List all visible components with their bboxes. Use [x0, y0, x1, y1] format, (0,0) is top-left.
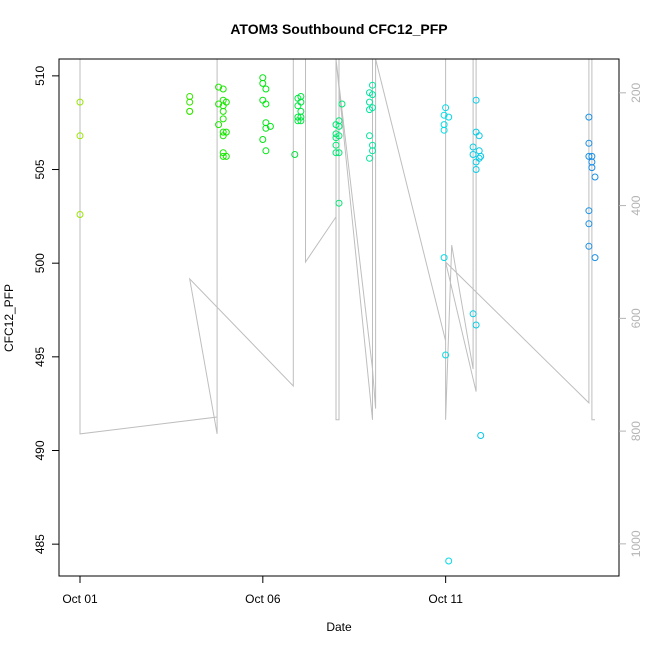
- data-point: [369, 81, 376, 89]
- data-point: [591, 173, 599, 181]
- data-point: [335, 132, 343, 140]
- data-point: [259, 79, 267, 87]
- data-point: [472, 321, 480, 329]
- data-point: [440, 111, 448, 119]
- data-point: [477, 432, 485, 439]
- data-point: [219, 107, 227, 115]
- data-point: [76, 211, 84, 218]
- data-point: [366, 98, 373, 106]
- data-point: [585, 152, 593, 160]
- right-tick-label: 200: [629, 82, 643, 102]
- data-point: [585, 113, 593, 121]
- x-axis: Oct 01 Oct 06 Oct 11: [62, 576, 463, 606]
- data-point: [76, 98, 84, 106]
- data-point: [76, 132, 84, 140]
- data-point: [585, 139, 593, 147]
- x-tick-label: Oct 06: [245, 592, 281, 606]
- data-point: [335, 199, 343, 207]
- data-points-layer: [76, 74, 599, 565]
- chart-title: ATOM3 Southbound CFC12_PFP: [230, 21, 447, 37]
- x-axis-label: Date: [326, 620, 352, 634]
- y-tick-label: 490: [33, 440, 47, 460]
- y-tick-label: 485: [33, 534, 47, 554]
- altitude-trace-line: [79, 58, 595, 435]
- x-tick-label: Oct 01: [62, 592, 98, 606]
- data-point: [219, 85, 227, 93]
- data-point: [475, 154, 483, 162]
- right-tick-label: 800: [629, 421, 643, 441]
- data-point: [335, 122, 343, 130]
- data-point: [297, 98, 305, 106]
- altitude-trace-layer: [79, 58, 595, 435]
- data-point: [442, 104, 450, 112]
- y-axis-label: CFC12_PFP: [2, 284, 16, 352]
- data-point: [585, 220, 593, 228]
- data-point: [186, 98, 194, 106]
- data-point: [369, 91, 376, 99]
- data-point: [219, 152, 227, 160]
- right-tick-label: 600: [629, 308, 643, 328]
- data-point: [222, 128, 230, 136]
- right-axis: 200 400 600 800 1000: [619, 82, 643, 557]
- data-point: [338, 100, 346, 108]
- data-point: [475, 132, 483, 140]
- x-tick-label: Oct 11: [428, 592, 463, 606]
- data-point: [585, 242, 593, 250]
- data-point: [469, 310, 477, 318]
- data-point: [445, 113, 453, 121]
- data-point: [219, 128, 227, 136]
- right-tick-label: 1000: [629, 530, 643, 557]
- data-point: [215, 83, 223, 91]
- data-point: [259, 136, 267, 143]
- data-point: [262, 147, 270, 155]
- data-point: [222, 152, 230, 160]
- data-point: [215, 100, 223, 108]
- data-point: [445, 557, 453, 565]
- data-point: [469, 151, 477, 158]
- data-point: [262, 85, 270, 93]
- data-point: [219, 115, 227, 123]
- data-point: [262, 100, 270, 108]
- data-point: [477, 152, 485, 160]
- data-point: [222, 98, 230, 106]
- data-point: [369, 104, 376, 112]
- data-point: [186, 107, 194, 115]
- data-point: [440, 254, 448, 262]
- data-point: [291, 151, 299, 158]
- data-point: [335, 149, 343, 157]
- y-tick-label: 510: [33, 66, 47, 86]
- data-point: [332, 149, 340, 157]
- data-point: [469, 143, 477, 151]
- right-tick-label: 400: [629, 195, 643, 215]
- data-point: [472, 96, 480, 104]
- y-axis: 485 490 495 500 505 510: [33, 66, 59, 554]
- data-point: [297, 113, 305, 121]
- data-point: [297, 117, 305, 125]
- data-point: [369, 147, 376, 155]
- data-point: [442, 351, 450, 359]
- data-point: [215, 121, 223, 129]
- data-point: [585, 207, 593, 215]
- data-point: [588, 164, 596, 172]
- data-point: [262, 124, 270, 132]
- data-point: [440, 126, 448, 134]
- data-point: [472, 166, 480, 173]
- plot-frame: [58, 58, 620, 577]
- y-tick-label: 495: [33, 347, 47, 367]
- data-point: [591, 254, 599, 262]
- data-point: [366, 154, 373, 162]
- data-point: [332, 141, 340, 149]
- data-point: [366, 132, 373, 140]
- data-point: [266, 122, 274, 130]
- y-tick-label: 500: [33, 253, 47, 273]
- y-tick-label: 505: [33, 159, 47, 179]
